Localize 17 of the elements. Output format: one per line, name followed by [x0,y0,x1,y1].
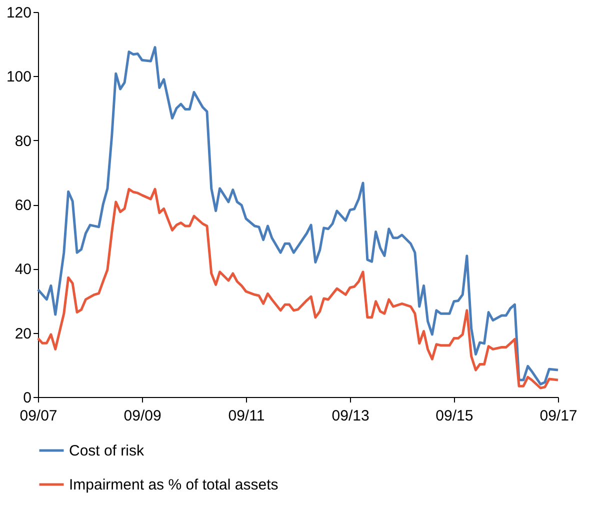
legend-label: Impairment as % of total assets [69,476,278,494]
line-series [36,46,560,386]
y-tick-label: 40 [14,261,32,278]
y-tick-label: 80 [14,132,32,150]
y-tick-label: 120 [6,4,32,22]
x-tick-label: 09/13 [332,408,370,424]
line-series [36,188,560,390]
y-tick-label: 100 [6,68,32,86]
y-tick-label: 20 [14,325,32,342]
x-tick-label: 09/17 [540,408,578,424]
x-tick-label: 09/07 [20,408,58,424]
y-tick-label: 60 [14,197,32,214]
x-tick-label: 09/09 [124,408,162,424]
x-tick-label: 09/15 [436,408,474,424]
x-tick-label: 09/11 [228,408,265,424]
legend-label: Cost of risk [69,442,145,460]
y-tick-label: 0 [23,390,32,406]
